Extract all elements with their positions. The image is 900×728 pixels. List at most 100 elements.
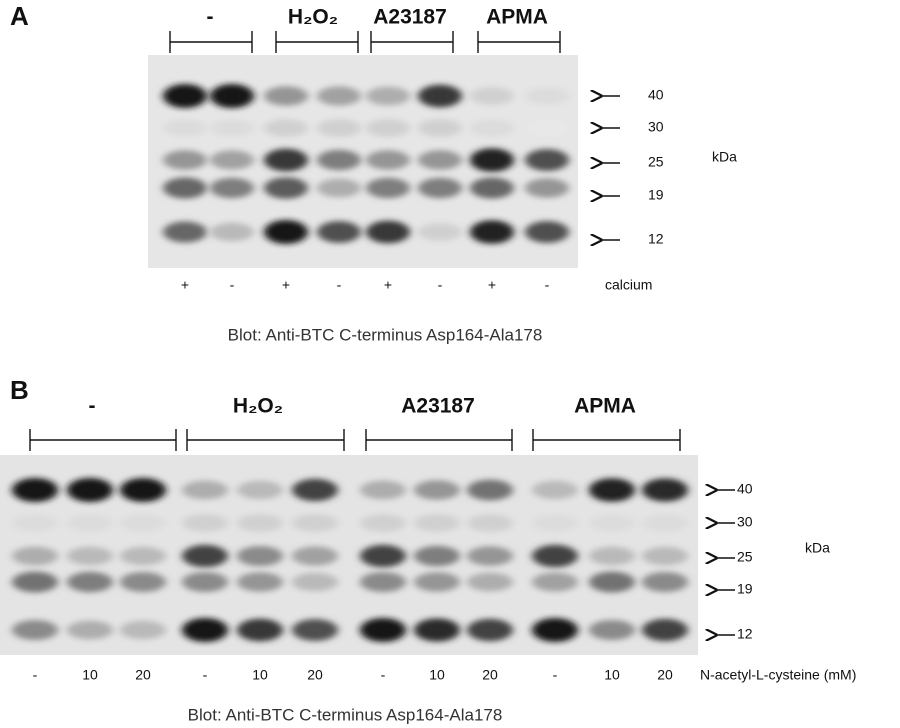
band bbox=[589, 514, 635, 532]
band bbox=[360, 618, 406, 642]
lane-label: 10 bbox=[252, 667, 268, 683]
band bbox=[532, 480, 578, 500]
band bbox=[237, 618, 283, 642]
group-label: APMA bbox=[486, 6, 548, 29]
band bbox=[589, 546, 635, 566]
band bbox=[360, 480, 406, 500]
lane-label: + bbox=[181, 277, 189, 293]
band bbox=[467, 479, 513, 501]
group-label: - bbox=[89, 395, 96, 418]
band bbox=[418, 150, 462, 170]
marker-label: 12 bbox=[737, 626, 753, 642]
lane-label: - bbox=[438, 277, 443, 293]
band bbox=[525, 178, 569, 198]
band bbox=[264, 177, 308, 199]
band bbox=[210, 84, 254, 108]
band bbox=[182, 544, 228, 568]
band bbox=[532, 618, 578, 642]
group-label: H₂O₂ bbox=[288, 6, 338, 29]
marker-label: 30 bbox=[737, 514, 753, 530]
band bbox=[414, 514, 460, 532]
band bbox=[532, 544, 578, 568]
lane-label: 20 bbox=[482, 667, 498, 683]
lane-title: N-acetyl-L-cysteine (mM) bbox=[700, 667, 856, 683]
lane-title: calcium bbox=[605, 277, 652, 293]
band bbox=[237, 546, 283, 566]
band bbox=[264, 119, 308, 137]
band bbox=[589, 478, 635, 502]
band bbox=[292, 514, 338, 532]
band bbox=[414, 480, 460, 500]
band bbox=[360, 544, 406, 568]
band bbox=[120, 546, 166, 566]
lane-label: - bbox=[230, 277, 235, 293]
band bbox=[470, 87, 514, 105]
group-label: APMA bbox=[574, 395, 636, 418]
band bbox=[292, 572, 338, 592]
band bbox=[418, 84, 462, 108]
band bbox=[264, 86, 308, 106]
band bbox=[210, 222, 254, 242]
band bbox=[292, 619, 338, 641]
band bbox=[67, 620, 113, 640]
lane-label: - bbox=[381, 667, 386, 683]
band bbox=[182, 480, 228, 500]
band bbox=[120, 620, 166, 640]
marker-label: 19 bbox=[648, 187, 664, 203]
band bbox=[642, 514, 688, 532]
band bbox=[525, 119, 569, 137]
marker-label: 19 bbox=[737, 581, 753, 597]
band bbox=[642, 546, 688, 566]
band bbox=[418, 119, 462, 137]
band bbox=[163, 177, 207, 199]
unit-label: kDa bbox=[712, 149, 737, 165]
lane-label: 10 bbox=[82, 667, 98, 683]
band bbox=[589, 620, 635, 640]
band bbox=[525, 221, 569, 243]
lane-label: 10 bbox=[429, 667, 445, 683]
band bbox=[317, 221, 361, 243]
band bbox=[414, 545, 460, 567]
marker-label: 25 bbox=[648, 154, 664, 170]
band bbox=[264, 220, 308, 244]
band bbox=[532, 572, 578, 592]
band bbox=[317, 149, 361, 171]
band bbox=[163, 119, 207, 137]
lane-label: + bbox=[282, 277, 290, 293]
band bbox=[532, 514, 578, 532]
band bbox=[642, 572, 688, 592]
band bbox=[414, 618, 460, 642]
band bbox=[470, 177, 514, 199]
band bbox=[360, 572, 406, 592]
lane-label: 20 bbox=[657, 667, 673, 683]
group-label: A23187 bbox=[373, 6, 447, 29]
lane-label: - bbox=[545, 277, 550, 293]
band bbox=[414, 572, 460, 592]
band bbox=[470, 119, 514, 137]
band bbox=[182, 618, 228, 642]
marker-label: 12 bbox=[648, 231, 664, 247]
band bbox=[317, 178, 361, 198]
band bbox=[317, 86, 361, 106]
band bbox=[67, 478, 113, 502]
marker-label: 25 bbox=[737, 549, 753, 565]
band bbox=[366, 119, 410, 137]
band bbox=[366, 220, 410, 244]
marker-label: 30 bbox=[648, 119, 664, 135]
band bbox=[642, 618, 688, 642]
band bbox=[642, 478, 688, 502]
band bbox=[366, 86, 410, 106]
marker-label: 40 bbox=[648, 87, 664, 103]
band bbox=[237, 514, 283, 532]
group-label: H₂O₂ bbox=[233, 395, 283, 418]
band bbox=[366, 177, 410, 199]
lane-label: - bbox=[33, 667, 38, 683]
band bbox=[12, 514, 58, 532]
band bbox=[12, 620, 58, 640]
band bbox=[467, 618, 513, 642]
unit-label: kDa bbox=[805, 540, 830, 556]
band bbox=[182, 514, 228, 532]
band bbox=[470, 148, 514, 172]
band bbox=[470, 220, 514, 244]
band bbox=[264, 148, 308, 172]
